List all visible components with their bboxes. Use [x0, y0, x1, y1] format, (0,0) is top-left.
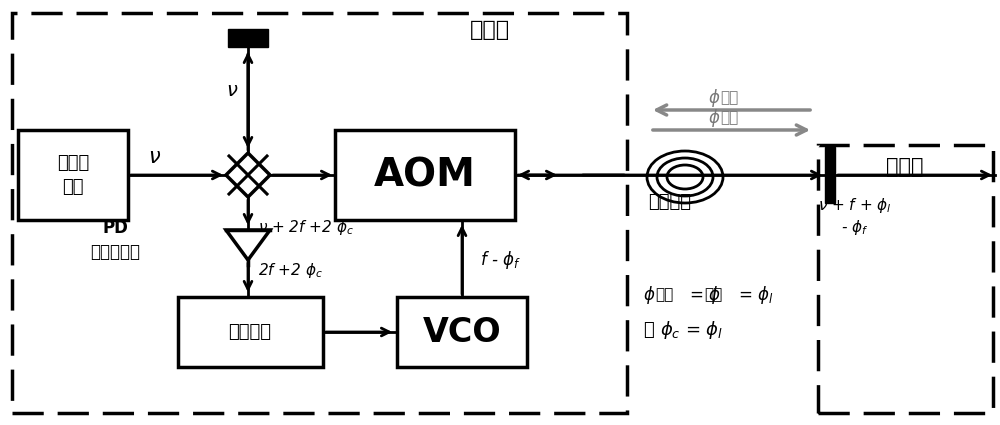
Text: $\phi$: $\phi$: [708, 87, 720, 109]
Bar: [825, 147, 835, 203]
Text: PD
拍频光探测: PD 拍频光探测: [90, 219, 140, 261]
Text: $\nu$ + 2$f$ +2 $\phi_c$: $\nu$ + 2$f$ +2 $\phi_c$: [258, 218, 354, 237]
Text: AOM: AOM: [374, 156, 476, 194]
Text: = $\phi_l$: = $\phi_l$: [738, 284, 773, 306]
Text: 远程端: 远程端: [886, 157, 924, 177]
Text: 正向: 正向: [720, 110, 738, 125]
Text: 本地端: 本地端: [470, 20, 510, 40]
Text: $\nu$ + $f$ + $\phi_l$: $\nu$ + $f$ + $\phi_l$: [818, 196, 892, 215]
Text: $\phi$: $\phi$: [643, 284, 655, 306]
Text: $\nu$: $\nu$: [226, 80, 238, 99]
Bar: [397, 297, 527, 367]
Text: = $\phi$: = $\phi$: [689, 284, 721, 306]
Text: 令: 令: [643, 321, 654, 339]
Bar: [335, 130, 515, 220]
Bar: [18, 130, 128, 220]
Text: 正向: 正向: [704, 287, 722, 303]
Polygon shape: [226, 153, 270, 197]
Text: VCO: VCO: [423, 315, 501, 348]
Text: $\nu$: $\nu$: [148, 147, 162, 167]
Text: 传输光纤: 传输光纤: [648, 193, 692, 211]
Bar: [178, 297, 323, 367]
Text: $\phi_c$ = $\phi_l$: $\phi_c$ = $\phi_l$: [660, 319, 723, 341]
Text: 反向: 反向: [655, 287, 673, 303]
Text: - $\phi_f$: - $\phi_f$: [841, 218, 869, 237]
Text: 2$f$ +2 $\phi_c$: 2$f$ +2 $\phi_c$: [258, 261, 323, 280]
Bar: [228, 29, 268, 47]
Text: 伺服控制: 伺服控制: [228, 323, 272, 341]
Text: $\phi$: $\phi$: [708, 107, 720, 129]
Text: 窄线宽
激光: 窄线宽 激光: [57, 154, 89, 196]
Text: $f$ - $\phi_f$: $f$ - $\phi_f$: [480, 249, 521, 271]
Text: 反向: 反向: [720, 91, 738, 105]
